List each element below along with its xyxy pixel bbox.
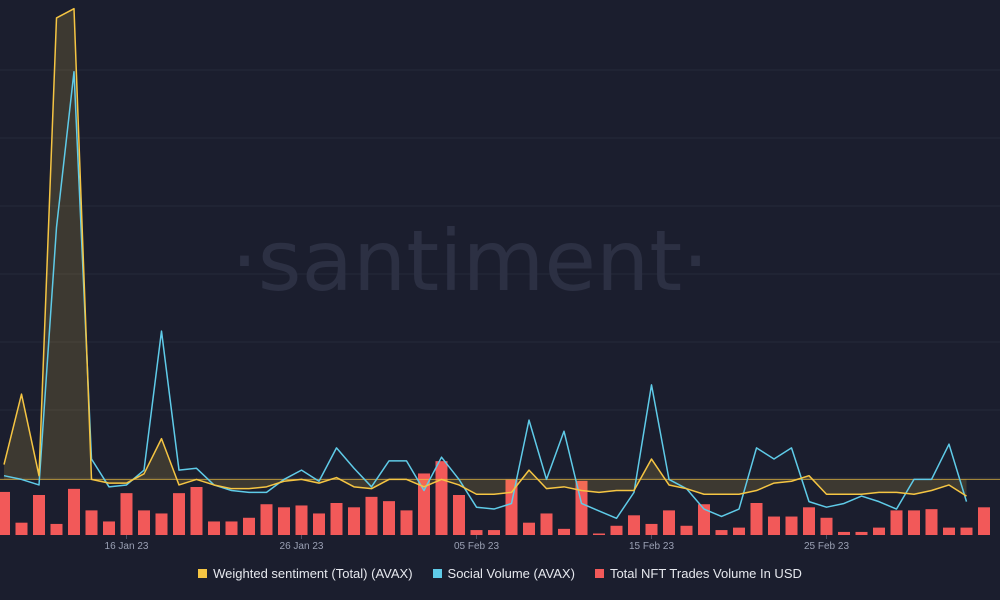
x-axis: 16 Jan 23 26 Jan 23 05 Feb 23 15 Feb 23 25 F…: [105, 535, 849, 552]
nft-bar-22: [383, 501, 395, 535]
nft-bar-51: [890, 510, 903, 535]
nft-bar-7: [120, 493, 133, 535]
x-tick-label-3: 15 Feb 23: [629, 541, 674, 552]
nft-bar-24: [418, 473, 430, 535]
legend-label-nft-volume: Total NFT Trades Volume In USD: [609, 566, 802, 581]
x-tick-label-1: 26 Jan 23: [280, 541, 324, 552]
nft-bar-14: [243, 517, 255, 535]
nft-bar-36: [628, 515, 640, 535]
legend-item-nft-volume[interactable]: Total NFT Trades Volume In USD: [594, 566, 802, 581]
nft-bar-12: [208, 521, 220, 535]
legend: Weighted sentiment (Total) (AVAX) Social…: [0, 566, 1000, 581]
nft-bar-53: [925, 509, 938, 535]
nft-bar-38: [663, 510, 675, 535]
nft-bar-31: [540, 513, 553, 535]
legend-item-social-volume[interactable]: Social Volume (AVAX): [432, 566, 575, 581]
nft-bar-30: [523, 522, 535, 535]
social-volume-line: [3, 70, 968, 520]
nft-bar-44: [768, 516, 780, 535]
nft-bar-23: [400, 510, 413, 535]
legend-label-social-volume: Social Volume (AVAX): [447, 566, 575, 581]
nft-bar-4: [68, 488, 80, 535]
nft-bar-0: [0, 491, 10, 535]
nft-bar-43: [750, 503, 763, 535]
nft-bar-15: [260, 504, 273, 535]
nft-bar-13: [225, 521, 238, 535]
nft-bar-16: [278, 507, 290, 535]
nft-bar-49: [855, 531, 868, 535]
legend-swatch-social-volume: [432, 569, 442, 578]
series-lines: [0, 7, 1000, 520]
grid-lines: [0, 69, 1000, 479]
nft-bar-3: [50, 523, 63, 535]
sentiment-line: [3, 7, 967, 497]
nft-bar-34: [593, 533, 605, 535]
x-tick-label-0: 16 Jan 23: [105, 541, 149, 552]
nft-bar-37: [645, 523, 658, 535]
nft-bar-8: [138, 510, 150, 535]
nft-bar-25: [435, 461, 448, 535]
nft-bar-27: [470, 530, 483, 535]
nft-bar-9: [155, 513, 168, 535]
nft-bar-33: [575, 480, 588, 535]
x-tick-label-2: 05 Feb 23: [454, 541, 499, 552]
nft-bar-32: [558, 528, 570, 535]
nft-bar-20: [348, 507, 360, 535]
nft-bar-26: [453, 495, 465, 535]
nft-bar-54: [943, 527, 955, 535]
nft-bar-47: [820, 517, 833, 535]
nft-bar-10: [173, 493, 185, 535]
nft-bar-42: [733, 527, 745, 535]
nft-bar-17: [295, 505, 308, 535]
nft-bar-6: [103, 521, 115, 535]
watermark-text: ·santiment·: [231, 212, 709, 310]
nft-bar-2: [33, 495, 45, 535]
nft-bar-56: [978, 507, 990, 535]
nft-bar-55: [960, 527, 973, 535]
nft-bar-11: [190, 487, 203, 535]
nft-bar-29: [505, 479, 518, 535]
nft-bar-21: [365, 496, 378, 535]
x-tick-label-4: 25 Feb 23: [804, 541, 849, 552]
nft-bar-41: [715, 530, 728, 535]
nft-bar-39: [680, 525, 693, 535]
nft-bar-48: [838, 531, 850, 535]
legend-swatch-nft-volume: [594, 569, 604, 578]
legend-swatch-sentiment: [198, 569, 208, 578]
nft-bar-52: [908, 510, 920, 535]
nft-bar-45: [785, 516, 798, 535]
nft-bar-46: [803, 507, 815, 535]
nft-bar-50: [873, 527, 885, 535]
nft-bar-40: [698, 504, 710, 535]
legend-item-sentiment[interactable]: Weighted sentiment (Total) (AVAX): [198, 566, 413, 581]
legend-label-sentiment: Weighted sentiment (Total) (AVAX): [213, 566, 413, 581]
nft-bar-1: [15, 522, 28, 535]
nft-bar-28: [488, 530, 500, 535]
nft-bar-19: [330, 503, 343, 535]
nft-bar-35: [610, 525, 623, 535]
nft-bar-5: [85, 510, 98, 535]
nft-bar-18: [313, 513, 325, 535]
